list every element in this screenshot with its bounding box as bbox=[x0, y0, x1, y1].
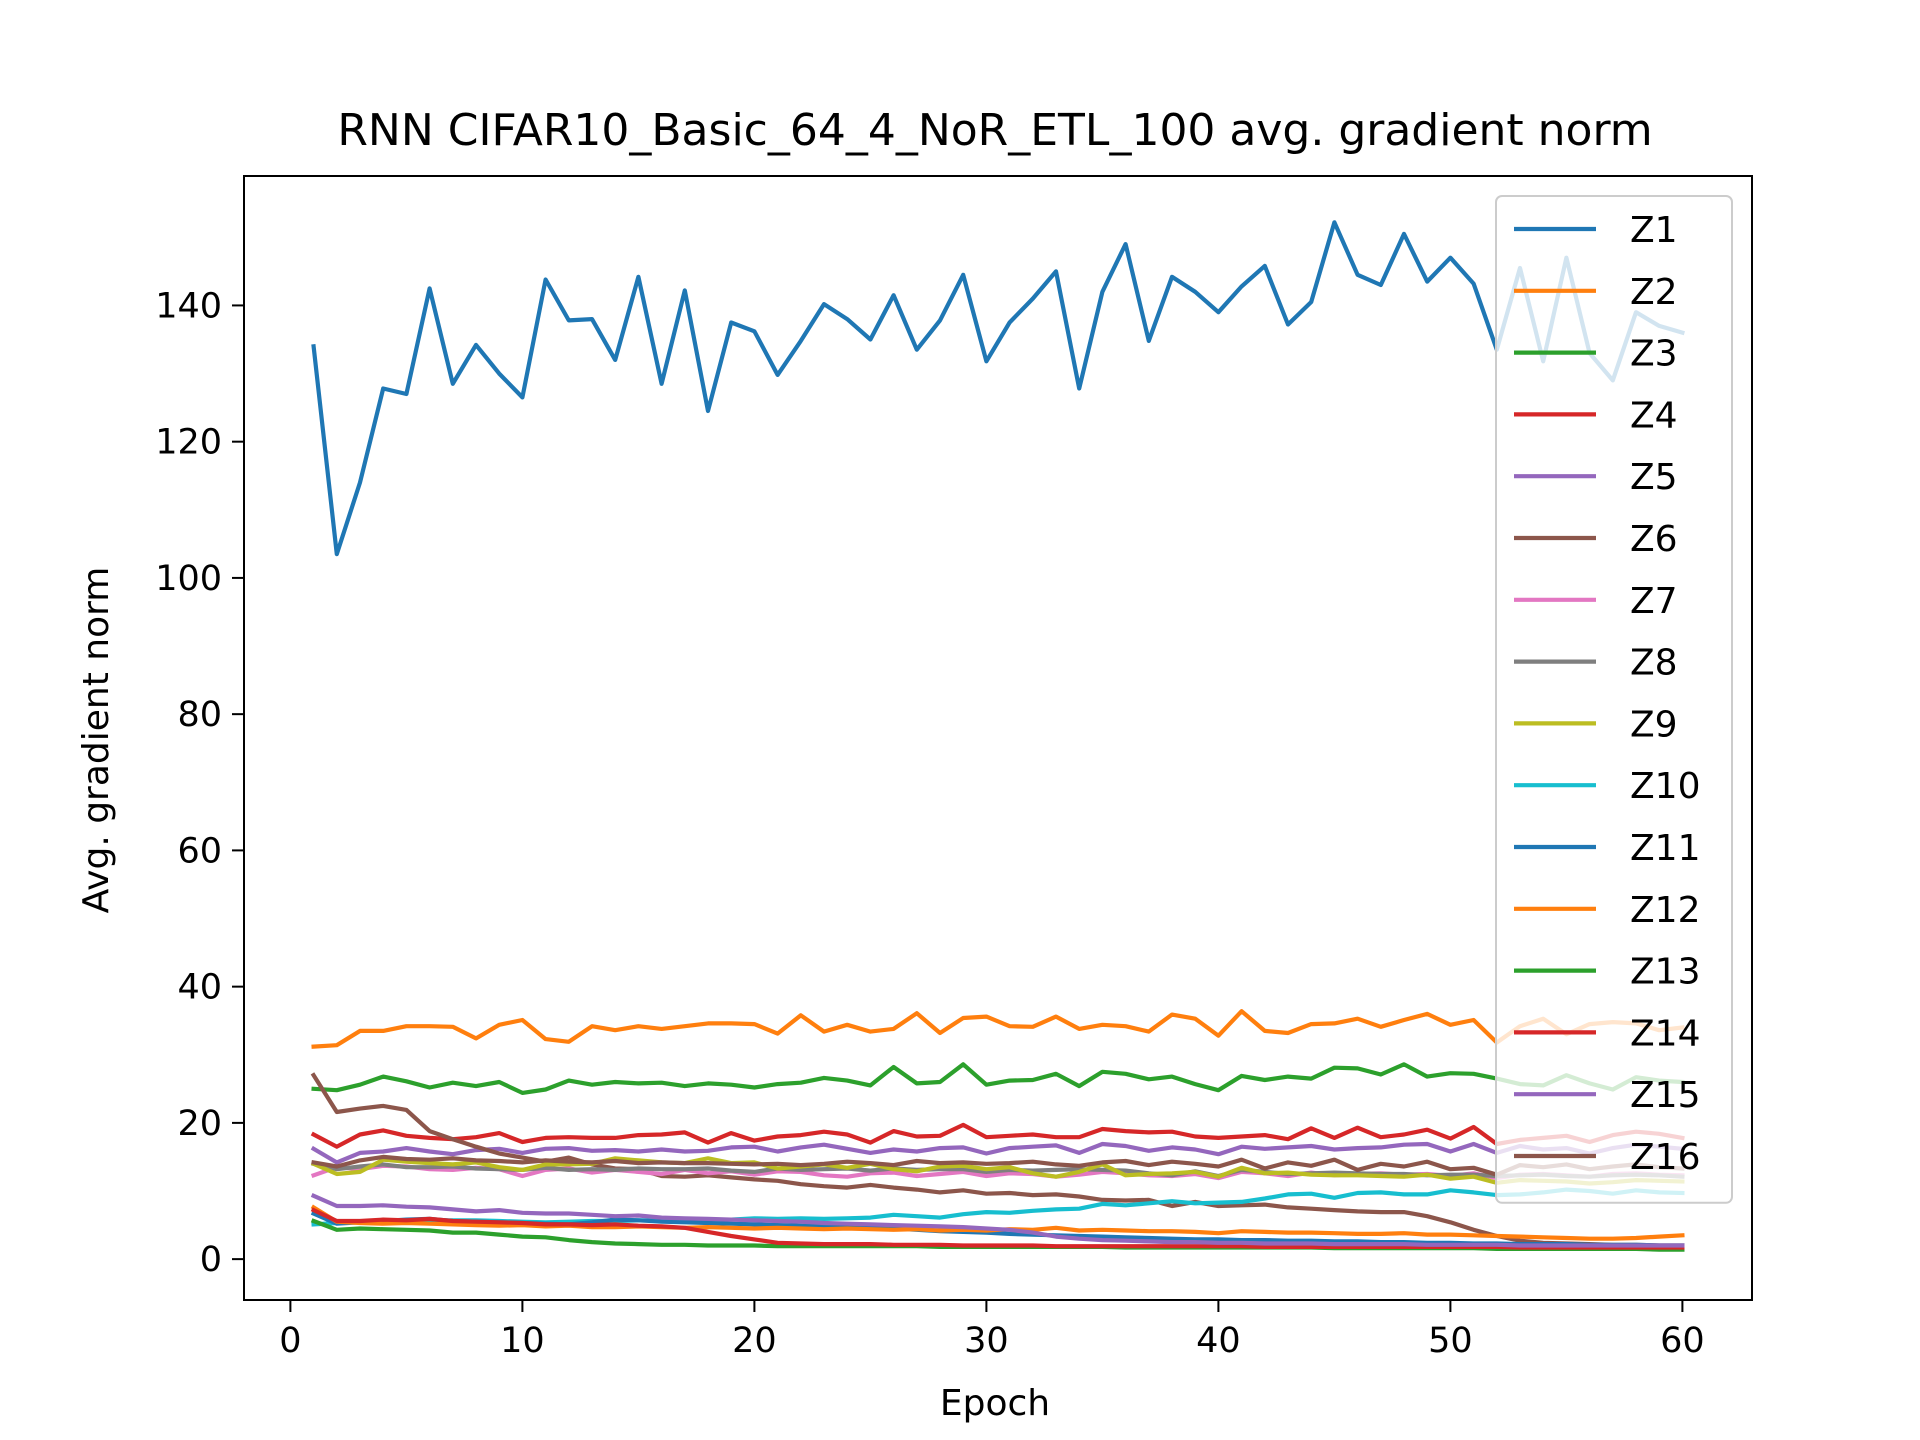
x-tick-label: 40 bbox=[1196, 1321, 1241, 1361]
legend-label-z8: Z8 bbox=[1630, 643, 1678, 684]
legend-label-z4: Z4 bbox=[1630, 395, 1678, 436]
series-line-z15 bbox=[310, 1193, 1685, 1248]
y-tick-label: 20 bbox=[177, 1104, 222, 1144]
legend-label-z7: Z7 bbox=[1630, 581, 1678, 622]
legend-label-z3: Z3 bbox=[1630, 334, 1678, 375]
legend-label-z13: Z13 bbox=[1630, 952, 1700, 993]
y-tick-label: 120 bbox=[155, 423, 222, 463]
legend-label-z15: Z15 bbox=[1630, 1075, 1700, 1116]
y-tick-label: 140 bbox=[155, 286, 222, 326]
series-line-z8 bbox=[311, 1161, 1685, 1179]
series-line-z9 bbox=[310, 1156, 1685, 1186]
legend-label-z12: Z12 bbox=[1630, 890, 1700, 931]
series-layer bbox=[310, 220, 1686, 1252]
legend-label-z10: Z10 bbox=[1630, 766, 1700, 807]
series-line-z16 bbox=[311, 1154, 1685, 1177]
legend-label-z16: Z16 bbox=[1630, 1137, 1700, 1178]
legend-label-z14: Z14 bbox=[1630, 1013, 1700, 1054]
legend-label-z1: Z1 bbox=[1630, 210, 1678, 251]
legend-label-z11: Z11 bbox=[1630, 828, 1700, 869]
series-line-z3 bbox=[311, 1062, 1685, 1096]
y-tick-label: 40 bbox=[177, 968, 222, 1008]
x-tick-label: 10 bbox=[500, 1321, 545, 1361]
y-tick-label: 100 bbox=[155, 559, 222, 599]
y-tick-label: 80 bbox=[177, 695, 222, 735]
x-tick-label: 50 bbox=[1428, 1321, 1473, 1361]
y-tick-label: 0 bbox=[200, 1240, 222, 1280]
y-tick-label: 60 bbox=[177, 831, 222, 871]
plot-axes: 0 10 20 30 40 50 60 0 20 40 60 80 100 120 140 bbox=[155, 175, 1753, 1361]
series-line-z5 bbox=[310, 1141, 1685, 1165]
chart-title: RNN CIFAR10_Basic_64_4_NoR_ETL_100 avg. … bbox=[337, 105, 1652, 156]
series-line-z1 bbox=[311, 220, 1686, 557]
legend-label-z9: Z9 bbox=[1630, 704, 1678, 745]
x-axis-label: Epoch bbox=[940, 1383, 1050, 1424]
series-line-z4 bbox=[310, 1122, 1685, 1149]
legend-label-z5: Z5 bbox=[1630, 457, 1678, 498]
x-tick-label: 20 bbox=[732, 1321, 777, 1361]
legend-label-z2: Z2 bbox=[1630, 272, 1678, 313]
legend-box bbox=[1495, 195, 1733, 1204]
x-tick-label: 60 bbox=[1660, 1321, 1705, 1361]
x-tick-label: 0 bbox=[279, 1321, 301, 1361]
legend: Z1 Z2 Z3 Z4 Z5 Z6 Z7 Z8 Z9 Z10 Z11 Z12 Z13 Z14 Z15 Z16 bbox=[1495, 195, 1733, 1204]
series-line-z2 bbox=[311, 1009, 1685, 1049]
plot-frame bbox=[243, 175, 1753, 1301]
legend-label-z6: Z6 bbox=[1630, 519, 1678, 560]
y-axis-label: Avg. gradient norm bbox=[76, 567, 117, 914]
x-tick-label: 30 bbox=[964, 1321, 1009, 1361]
